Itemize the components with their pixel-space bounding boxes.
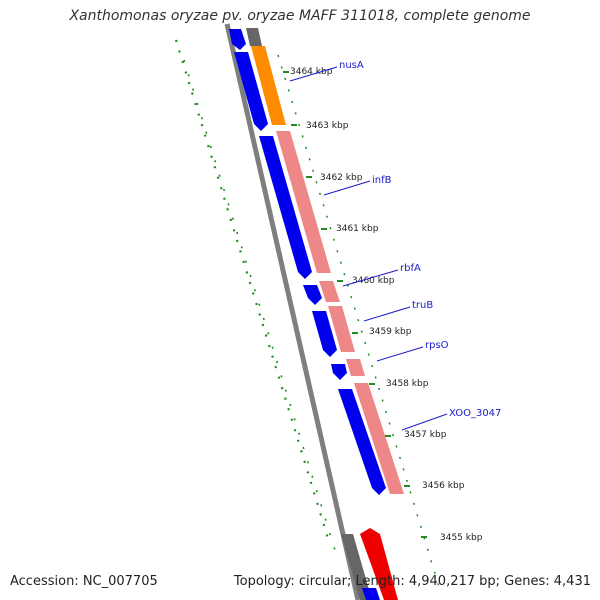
grey-feature-top: [246, 28, 262, 46]
reverse-cds-infB: [276, 131, 331, 273]
leader-infB: [323, 180, 371, 196]
tick-label-3460: 3460 kbp: [352, 276, 395, 286]
outer-dotted-track: [277, 54, 441, 591]
leader-rbfA: [342, 269, 399, 287]
reverse-cds-xoo3047: [354, 383, 404, 494]
reverse-cds-rpsO: [346, 359, 365, 376]
forward-cds-truB: [312, 311, 337, 357]
tick-label-3456: 3456 kbp: [422, 481, 465, 491]
forward-cds-nusA: [234, 52, 268, 131]
forward-cds-bottom: [362, 588, 380, 600]
accession-label: Accession: NC_007705: [10, 574, 158, 589]
tick-label-3461: 3461 kbp: [336, 224, 379, 234]
tick-label-3455: 3455 kbp: [440, 533, 483, 543]
tick-label-3464: 3464 kbp: [290, 67, 333, 77]
red-feature-bottom: [360, 528, 398, 600]
forward-cds-top: [229, 29, 246, 50]
gene-label-rbfA: rbfA: [400, 263, 421, 274]
reverse-cds-rbfA: [319, 281, 340, 302]
leader-nusA: [289, 66, 338, 82]
orange-feature-nusA: [251, 46, 286, 125]
tick-label-3463: 3463 kbp: [306, 121, 349, 131]
gene-label-xoo3047: XOO_3047: [449, 408, 501, 419]
genome-backbone: [224, 23, 361, 600]
tick-label-3462: 3462 kbp: [320, 173, 363, 183]
forward-cds-rbfA: [303, 285, 322, 305]
genome-stats-label: Topology: circular; Length: 4,940,217 bp…: [233, 574, 591, 589]
reverse-cds-truB: [328, 306, 355, 352]
forward-cds-rpsO: [331, 364, 347, 380]
tick-marks: [283, 71, 427, 538]
gene-label-rpsO: rpsO: [425, 340, 449, 351]
leader-rpsO: [376, 346, 424, 362]
gene-label-infB: infB: [372, 175, 392, 186]
leader-xoo3047: [401, 413, 448, 431]
gene-leader-lines: [289, 66, 448, 431]
gc-track-inner: [183, 59, 339, 561]
forward-cds-infB: [259, 136, 312, 279]
gene-label-nusA: nusA: [339, 60, 364, 71]
forward-cds-xoo3047: [338, 389, 386, 495]
tick-label-3458: 3458 kbp: [386, 379, 429, 389]
gene-label-truB: truB: [412, 300, 433, 311]
map-title: Xanthomonas oryzae pv. oryzae MAFF 31101…: [69, 8, 531, 24]
grey-feature-bottom: [341, 534, 372, 600]
tick-label-3459: 3459 kbp: [369, 327, 412, 337]
tick-label-3457: 3457 kbp: [404, 430, 447, 440]
leader-truB: [363, 306, 411, 322]
